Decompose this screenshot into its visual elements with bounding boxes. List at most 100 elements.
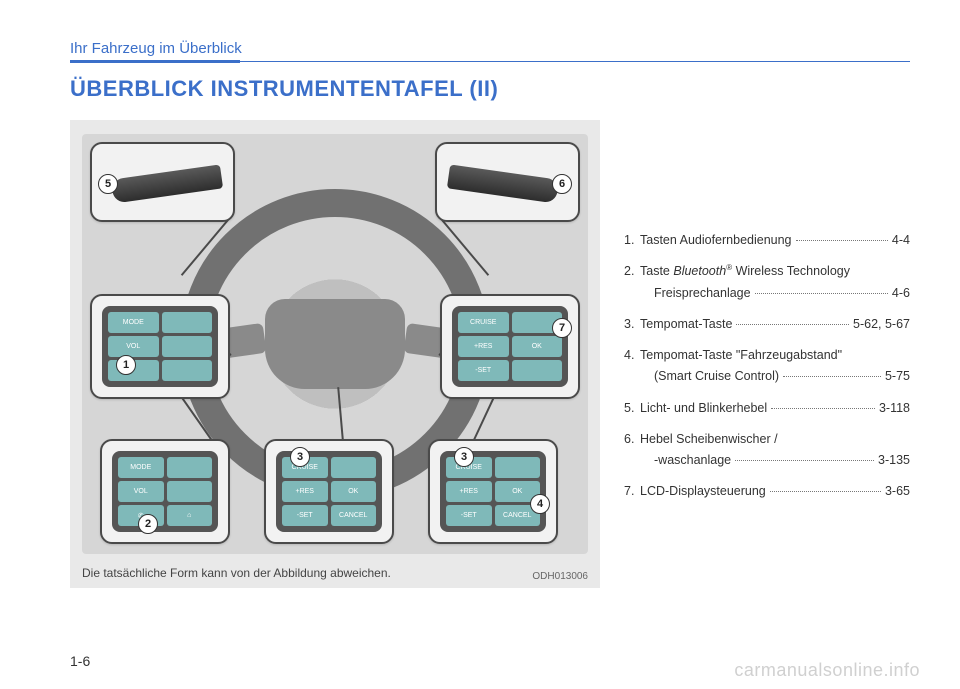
leader-dots xyxy=(755,283,888,294)
legend-label: Licht- und Blinkerhebel xyxy=(640,398,767,419)
legend-label: LCD-Displaysteuerung xyxy=(640,481,766,502)
btn-set: -SET xyxy=(446,505,492,526)
legend-num: 1. xyxy=(624,230,640,251)
legend-ref: 4-6 xyxy=(892,283,910,304)
stalk-shape xyxy=(111,164,223,203)
btn-blank xyxy=(162,360,213,381)
btn-vol: VOL xyxy=(118,481,164,502)
btn-res: +RES xyxy=(446,481,492,502)
section-header: Ihr Fahrzeug im Überblick xyxy=(70,40,910,62)
marker-1: 1 xyxy=(116,355,136,375)
figure-code: ODH013006 xyxy=(532,571,588,582)
legend-num: 7. xyxy=(624,481,640,502)
marker-5: 5 xyxy=(98,174,118,194)
legend-label-italic: Bluetooth xyxy=(673,264,726,278)
legend-label: Tempomat-Taste "Fahrzeugabstand" xyxy=(640,348,842,362)
btn-res: +RES xyxy=(282,481,328,502)
callout-wiper-stalk: 6 xyxy=(435,142,580,222)
legend-num: 3. xyxy=(624,314,640,335)
stalk-shape xyxy=(447,164,559,203)
legend-num: 5. xyxy=(624,398,640,419)
manual-page: Ihr Fahrzeug im Überblick ÜBERBLICK INST… xyxy=(0,0,960,689)
page-number: 1-6 xyxy=(70,653,90,669)
btn-vol: VOL xyxy=(108,336,159,357)
legend-sublabel: Freisprechanlage xyxy=(654,283,751,304)
callout-cruise-controls-a: CRUISE +RES OK -SET CANCEL 3 xyxy=(264,439,394,544)
marker-7: 7 xyxy=(552,318,572,338)
btn-cruise: CRUISE xyxy=(458,312,509,333)
btn-blank xyxy=(167,457,213,478)
legend-text: Licht- und Blinkerhebel 3-118 xyxy=(640,398,910,419)
legend-ref: 3-65 xyxy=(885,481,910,502)
legend-label: Hebel Scheibenwischer / xyxy=(640,432,778,446)
watermark: carmanualsonline.info xyxy=(734,660,920,681)
legend-label: Tempomat-Taste xyxy=(640,314,732,335)
legend-item: 7. LCD-Displaysteuerung 3-65 xyxy=(624,481,910,502)
legend-text: Tasten Audiofernbedienung 4-4 xyxy=(640,230,910,251)
steering-illustration: 5 6 MODE VOL 1 xyxy=(82,134,588,554)
leader-dots xyxy=(735,450,874,461)
marker-4: 4 xyxy=(530,494,550,514)
callout-audio-controls: MODE VOL 1 xyxy=(90,294,230,399)
leader-dots xyxy=(736,314,849,325)
btn-blank xyxy=(167,481,213,502)
button-cluster: CRUISE +RES OK -SET xyxy=(452,306,568,387)
button-cluster: MODE VOL xyxy=(102,306,218,387)
btn-ok: OK xyxy=(331,481,377,502)
legend-label-post: Wireless Technology xyxy=(732,264,850,278)
legend-sublabel: (Smart Cruise Control) xyxy=(654,366,779,387)
legend-text: Hebel Scheibenwischer / -waschanlage 3-1… xyxy=(640,429,910,472)
callout-bluetooth-controls: MODE VOL ✆ ⌂ 2 xyxy=(100,439,230,544)
btn-set: -SET xyxy=(282,505,328,526)
btn-blank xyxy=(162,336,213,357)
legend-text: LCD-Displaysteuerung 3-65 xyxy=(640,481,910,502)
legend-item: 4. Tempomat-Taste "Fahrzeugabstand" (Sma… xyxy=(624,345,910,388)
btn-cancel: CANCEL xyxy=(331,505,377,526)
figure-block: 5 6 MODE VOL 1 xyxy=(70,120,600,588)
legend-num: 4. xyxy=(624,345,640,388)
legend-ref: 5-62, 5-67 xyxy=(853,314,910,335)
btn-mode: MODE xyxy=(118,457,164,478)
btn-blank xyxy=(512,360,563,381)
legend-item: 5. Licht- und Blinkerhebel 3-118 xyxy=(624,398,910,419)
legend-sublabel: -waschanlage xyxy=(654,450,731,471)
leader-dots xyxy=(770,481,881,492)
callout-light-stalk: 5 xyxy=(90,142,235,222)
btn-blank xyxy=(495,457,541,478)
leader-dots xyxy=(771,398,875,409)
legend-item: 3. Tempomat-Taste 5-62, 5-67 xyxy=(624,314,910,335)
marker-6: 6 xyxy=(552,174,572,194)
wheel-hub xyxy=(265,299,405,389)
marker-2: 2 xyxy=(138,514,158,534)
legend-label: Tasten Audiofernbedienung xyxy=(640,230,792,251)
callout-lcd-controls: CRUISE +RES OK -SET 7 xyxy=(440,294,580,399)
legend-label-pre: Taste xyxy=(640,264,673,278)
legend-num: 2. xyxy=(624,261,640,304)
leader-dots xyxy=(783,366,881,377)
btn-ok: OK xyxy=(512,336,563,357)
legend-item: 1. Tasten Audiofernbedienung 4-4 xyxy=(624,230,910,251)
legend-num: 6. xyxy=(624,429,640,472)
marker-3b: 3 xyxy=(454,447,474,467)
leader-dots xyxy=(796,230,888,241)
legend-ref: 3-118 xyxy=(879,398,910,419)
legend-item: 6. Hebel Scheibenwischer / -waschanlage … xyxy=(624,429,910,472)
legend-ref: 3-135 xyxy=(878,450,910,471)
marker-3: 3 xyxy=(290,447,310,467)
content-row: 5 6 MODE VOL 1 xyxy=(70,120,910,588)
page-title: ÜBERBLICK INSTRUMENTENTAFEL (II) xyxy=(70,76,910,102)
btn-blank xyxy=(331,457,377,478)
legend-ref: 4-4 xyxy=(892,230,910,251)
btn-res: +RES xyxy=(458,336,509,357)
btn-set: -SET xyxy=(458,360,509,381)
btn-hangup-icon: ⌂ xyxy=(167,505,213,526)
legend-text: Taste Bluetooth® Wireless Technology Fre… xyxy=(640,261,910,304)
legend-item: 2. Taste Bluetooth® Wireless Technology … xyxy=(624,261,910,304)
legend-list: 1. Tasten Audiofernbedienung 4-4 2. Tast… xyxy=(624,120,910,513)
button-cluster: MODE VOL ✆ ⌂ xyxy=(112,451,218,532)
figure-caption: Die tatsächliche Form kann von der Abbil… xyxy=(82,566,588,580)
btn-mode: MODE xyxy=(108,312,159,333)
legend-text: Tempomat-Taste 5-62, 5-67 xyxy=(640,314,910,335)
legend-ref: 5-75 xyxy=(885,366,910,387)
btn-blank xyxy=(162,312,213,333)
